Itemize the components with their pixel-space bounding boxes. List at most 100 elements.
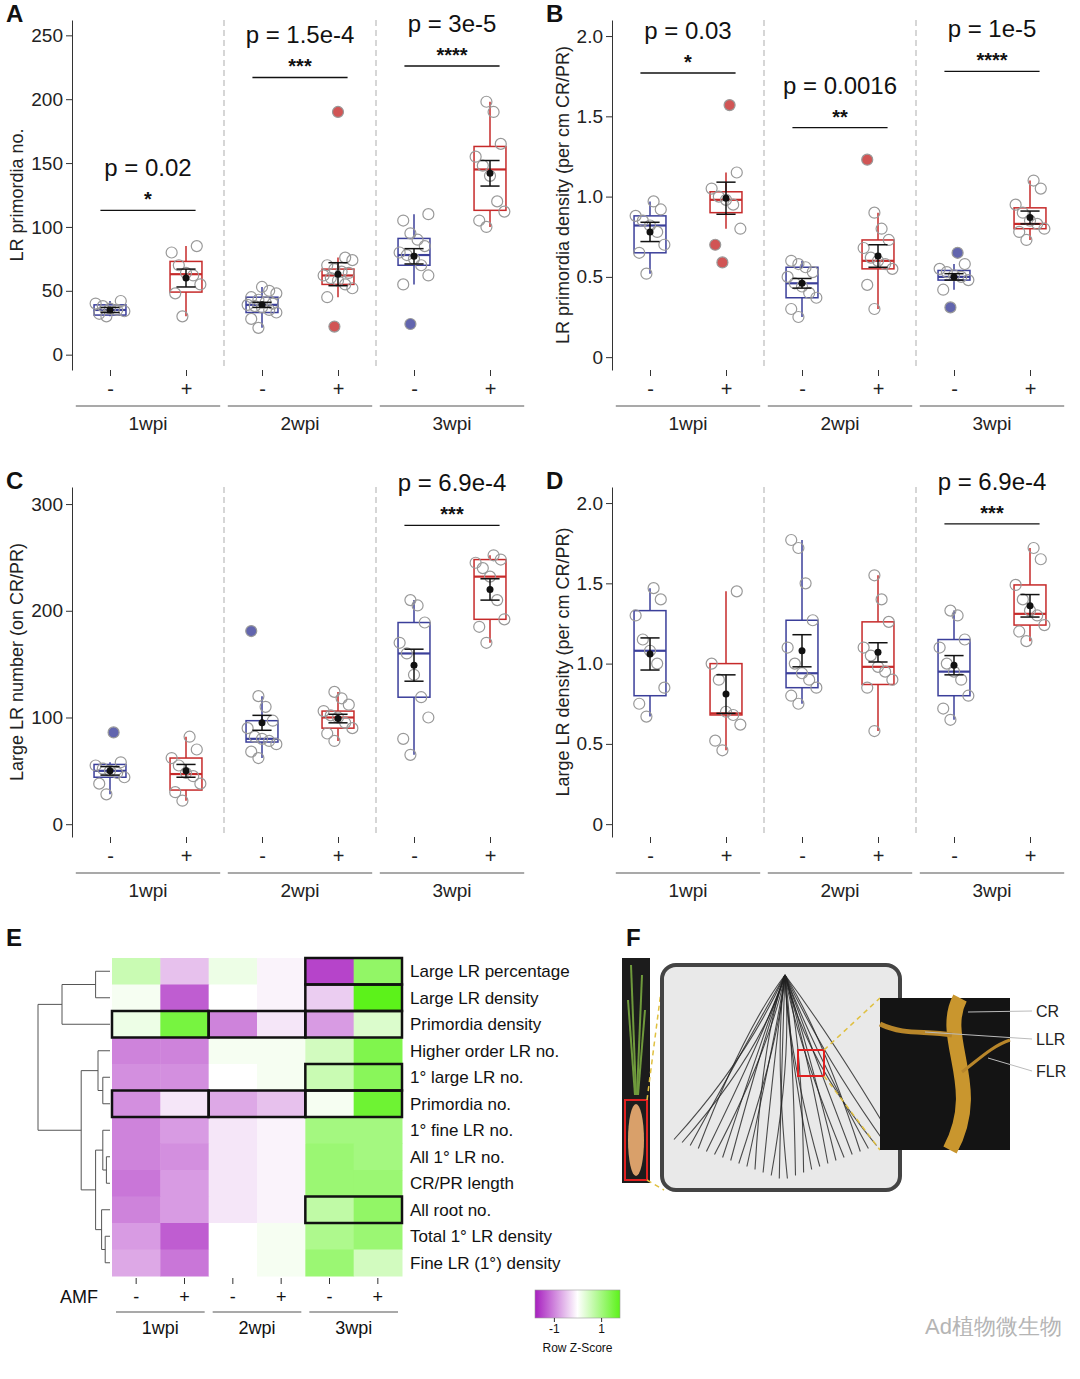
box <box>938 640 970 696</box>
group-underline <box>768 405 912 406</box>
mean-dot <box>259 719 266 726</box>
photo-label: LLR <box>1036 1031 1065 1048</box>
x-tick-mark <box>490 370 491 376</box>
heatmap-cell <box>305 1223 354 1250</box>
x-tick-mark <box>878 370 879 376</box>
y-tick-label: 1.0 <box>577 186 603 207</box>
error-cap <box>792 634 811 636</box>
dendrogram-link <box>105 1262 110 1263</box>
heatmap-cell <box>354 1250 403 1277</box>
whisker-low <box>413 697 415 755</box>
x-tick-mark <box>1030 370 1031 376</box>
y-tick-mark <box>606 116 612 117</box>
plot-area <box>630 100 1050 323</box>
highlight-box <box>305 1064 402 1091</box>
panel: Large LR percentageLarge LR densityPrimo… <box>6 924 620 1355</box>
zoom-frame <box>798 1050 824 1076</box>
data-point <box>735 719 746 730</box>
plot-area <box>90 550 510 806</box>
heatmap-cell <box>209 1250 258 1277</box>
dendrogram-link <box>96 1229 102 1230</box>
box <box>1014 585 1046 625</box>
plot-area <box>90 96 510 333</box>
data-point <box>1039 620 1050 631</box>
y-tick-label: 300 <box>31 494 63 515</box>
group-label: 2wpi <box>820 880 859 901</box>
significance-stars: *** <box>440 503 464 525</box>
data-point <box>481 637 492 648</box>
data-point <box>343 699 354 710</box>
data-point <box>177 311 188 322</box>
data-point <box>793 259 804 270</box>
significance-stars: * <box>684 51 692 73</box>
x-tick-mark <box>1030 837 1031 843</box>
whisker-low <box>489 210 491 227</box>
error-cap <box>640 637 659 639</box>
heatmap-cell <box>209 1038 258 1065</box>
whisker-low <box>877 684 879 731</box>
data-point <box>637 634 648 645</box>
data-point <box>934 642 945 653</box>
data-point <box>170 288 181 299</box>
heatmap-cell <box>112 1064 161 1091</box>
mean-dot <box>411 253 418 260</box>
x-tick: + <box>373 1278 384 1307</box>
x-tick-mark <box>650 837 651 843</box>
significance-stars: *** <box>288 55 312 77</box>
data-point <box>634 247 645 258</box>
x-tick-mark <box>878 837 879 843</box>
data-point <box>717 745 728 756</box>
group-label: 3wpi <box>972 880 1011 901</box>
heatmap-cell <box>305 1011 354 1038</box>
y-tick: 150 <box>31 153 72 174</box>
median <box>474 576 506 578</box>
y-tick: 0.5 <box>577 266 612 287</box>
data-point <box>108 727 119 738</box>
heatmap-cell <box>354 1144 403 1171</box>
data-point <box>786 303 797 314</box>
mean-dot <box>107 767 114 774</box>
x-tick: - <box>951 837 958 867</box>
error-cap <box>640 669 659 671</box>
whisker-low <box>261 313 263 328</box>
significance-stars: **** <box>436 44 467 66</box>
x-tick-label: + <box>873 378 885 400</box>
data-point <box>347 723 358 734</box>
heatmap-cell <box>354 1197 403 1224</box>
heatmap-cell <box>305 1144 354 1171</box>
data-point <box>1028 543 1039 554</box>
data-point <box>869 726 880 737</box>
data-point <box>641 268 652 279</box>
data-point <box>731 167 742 178</box>
significance-stars: **** <box>976 49 1007 71</box>
group-label: 2wpi <box>280 413 319 434</box>
data-point <box>717 257 728 268</box>
data-point <box>945 302 956 313</box>
data-point <box>648 196 659 207</box>
x-tick: + <box>1025 837 1037 867</box>
data-point <box>477 563 488 574</box>
mean-dot <box>487 170 494 177</box>
data-point <box>394 637 405 648</box>
data-point <box>405 228 416 239</box>
group-underline <box>228 872 372 873</box>
heatmap-cell <box>209 1170 258 1197</box>
y-tick: 250 <box>31 25 72 46</box>
data-point <box>873 661 884 672</box>
y-tick: 1.5 <box>577 106 612 127</box>
data-point <box>488 550 499 561</box>
panel: 0100200300Large LR number (on CR/PR)-+-+… <box>6 467 524 901</box>
heatmap-cell <box>354 1091 403 1118</box>
colorbar-tick-label: -1 <box>549 1322 560 1336</box>
data-point <box>634 698 645 709</box>
data-point <box>710 735 721 746</box>
dendrogram-link <box>96 1150 103 1151</box>
highlight-box <box>305 1197 402 1224</box>
group-label: 3wpi <box>432 880 471 901</box>
whisker-high <box>185 246 187 261</box>
data-point <box>419 241 430 252</box>
data-point <box>495 138 506 149</box>
group-label: 1wpi <box>668 413 707 434</box>
mean-dot <box>107 306 114 313</box>
heatmap-cell <box>112 1091 161 1118</box>
